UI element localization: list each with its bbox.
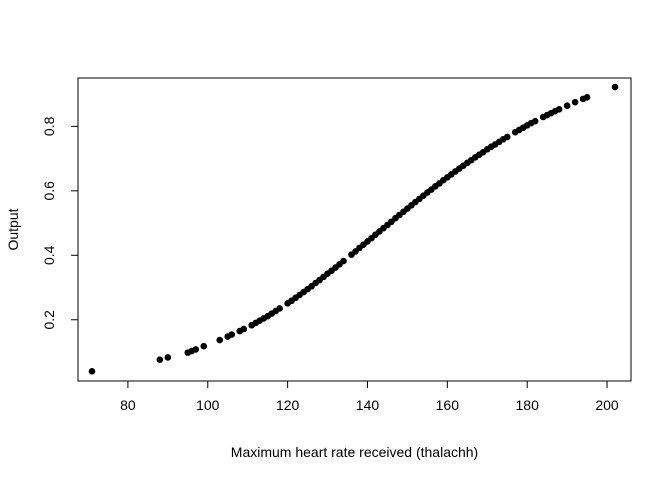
data-point bbox=[340, 257, 347, 265]
x-tick-label: 200 bbox=[595, 397, 619, 413]
y-tick-label: 0.6 bbox=[41, 181, 57, 201]
x-tick-label: 160 bbox=[436, 397, 460, 413]
data-point bbox=[571, 98, 579, 106]
plot-frame bbox=[77, 77, 632, 382]
data-point bbox=[563, 102, 571, 110]
y-axis: 0.2 0.4 0.6 0.8 bbox=[41, 116, 78, 329]
x-tick-label: 120 bbox=[276, 397, 300, 413]
data-point bbox=[240, 325, 248, 333]
data-point bbox=[611, 83, 619, 91]
data-point bbox=[583, 94, 591, 101]
data-point bbox=[503, 133, 511, 141]
x-tick-label: 180 bbox=[516, 397, 540, 413]
x-tick-label: 140 bbox=[356, 397, 380, 413]
data-point bbox=[200, 342, 208, 350]
data-point bbox=[88, 368, 96, 375]
x-axis: 80 100 120 140 160 180 200 bbox=[120, 381, 619, 413]
x-tick-label: 100 bbox=[196, 397, 220, 413]
data-point bbox=[164, 354, 172, 361]
data-point bbox=[276, 305, 283, 312]
data-point bbox=[192, 346, 200, 353]
data-point bbox=[228, 331, 236, 338]
data-point bbox=[156, 356, 164, 364]
data-point bbox=[531, 117, 539, 125]
x-axis-title: Maximum heart rate received (thalachh) bbox=[231, 444, 478, 460]
y-axis-title: Output bbox=[5, 208, 21, 250]
y-tick-label: 0.2 bbox=[41, 310, 57, 330]
data-points bbox=[88, 83, 619, 375]
data-point bbox=[216, 336, 224, 344]
x-tick-label: 80 bbox=[120, 397, 136, 413]
data-point bbox=[555, 105, 563, 113]
y-tick-label: 0.8 bbox=[41, 116, 57, 136]
y-tick-label: 0.4 bbox=[41, 245, 57, 265]
